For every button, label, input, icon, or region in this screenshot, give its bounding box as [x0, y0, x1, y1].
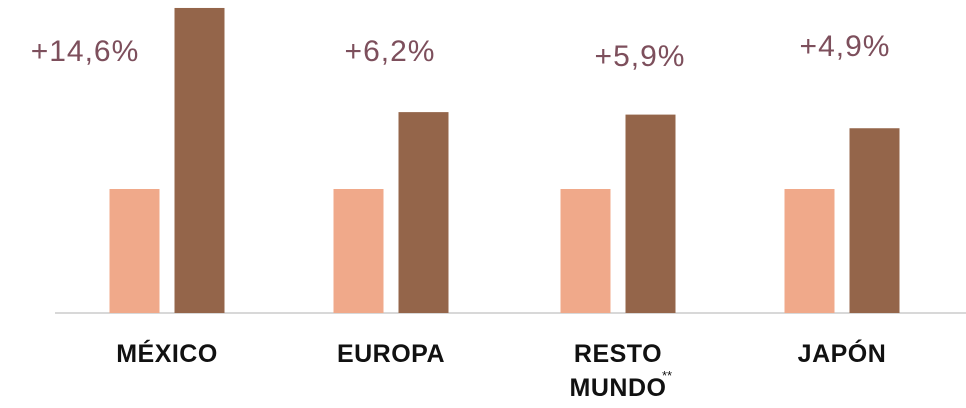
annotation: +6,2% [300, 35, 480, 69]
annotation: +14,6% [0, 35, 175, 69]
footnote-mark: ** [662, 368, 672, 383]
bar [626, 115, 676, 313]
annotation: +4,9% [755, 30, 935, 64]
bar [399, 112, 449, 313]
bar [850, 128, 900, 313]
bar [334, 189, 384, 313]
annotation: +5,9% [550, 40, 730, 74]
x-tick-label: MÉXICO [97, 337, 237, 371]
chart: MÉXICO+14,6%EUROPA+6,2%RESTO MUNDO**+5,9… [0, 0, 966, 408]
x-tick-label: JAPÓN [772, 337, 912, 371]
x-tick-label: EUROPA [321, 337, 461, 371]
bar [175, 8, 225, 313]
bar [785, 189, 835, 313]
bar [561, 189, 611, 313]
bar [110, 189, 160, 313]
